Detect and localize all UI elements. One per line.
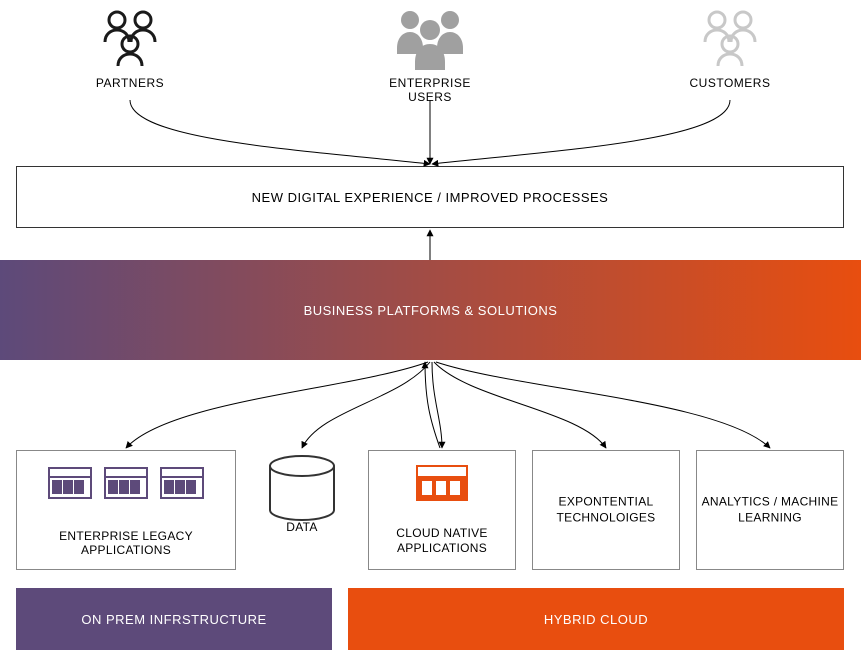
platform-layer-label: BUSINESS PLATFORMS & SOLUTIONS [304, 303, 558, 318]
people-group-icon [385, 8, 475, 72]
server-icon [48, 467, 92, 502]
platform-layer: BUSINESS PLATFORMS & SOLUTIONS [0, 260, 861, 360]
server-icon [160, 467, 204, 502]
experience-layer: NEW DIGITAL EXPERIENCE / IMPROVED PROCES… [16, 166, 844, 228]
persona-row: PARTNERS ENTERPRISE USERS CUSTOMERS [0, 8, 861, 108]
component-legacy: ENTERPRISE LEGACY APPLICATIONS [16, 450, 236, 570]
persona-label: CUSTOMERS [670, 76, 790, 90]
persona-customers: CUSTOMERS [670, 8, 790, 90]
component-analytics: ANALYTICS / MACHINE LEARNING [696, 450, 844, 570]
component-label: CLOUD NATIVE APPLICATIONS [369, 526, 515, 557]
component-label: ENTERPRISE LEGACY APPLICATIONS [17, 529, 235, 557]
infra-hybrid: HYBRID CLOUD [348, 588, 844, 650]
experience-layer-label: NEW DIGITAL EXPERIENCE / IMPROVED PROCES… [252, 190, 609, 205]
server-icon [104, 467, 148, 502]
component-label: DATA [252, 520, 352, 534]
component-label: ANALYTICS / MACHINE LEARNING [697, 494, 843, 525]
persona-label: ENTERPRISE USERS [370, 76, 490, 104]
infra-label: ON PREM INFRSTRUCTURE [81, 612, 266, 627]
database-icon [262, 454, 342, 530]
component-label: EXPONTENTIAL TECHNOLOIGES [533, 494, 679, 525]
people-group-icon [695, 8, 765, 72]
component-data: DATA [252, 450, 352, 570]
component-cloudnative: CLOUD NATIVE APPLICATIONS [368, 450, 516, 570]
people-group-icon [95, 8, 165, 72]
server-icon [416, 465, 468, 504]
persona-partners: PARTNERS [70, 8, 190, 90]
infra-label: HYBRID CLOUD [544, 612, 648, 627]
persona-enterprise: ENTERPRISE USERS [370, 8, 490, 104]
persona-label: PARTNERS [70, 76, 190, 90]
component-exponential: EXPONTENTIAL TECHNOLOIGES [532, 450, 680, 570]
infra-onprem: ON PREM INFRSTRUCTURE [16, 588, 332, 650]
